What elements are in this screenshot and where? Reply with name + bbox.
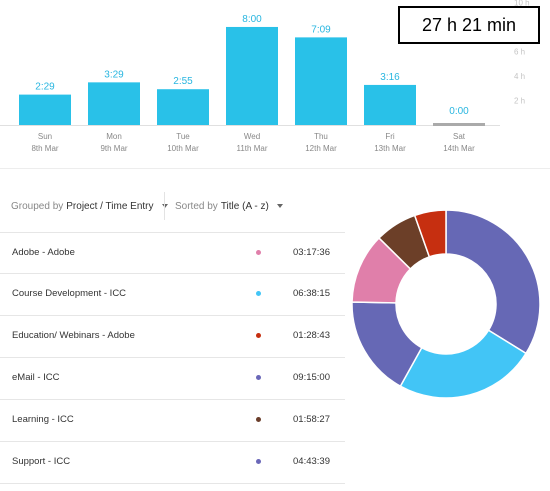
x-tick-date: 9th Mar xyxy=(100,144,127,153)
entry-title: Learning - ICC xyxy=(12,414,74,425)
group-by-prefix: Grouped by xyxy=(11,200,64,212)
entry-color-dot xyxy=(256,333,261,338)
x-tick-day: Sun xyxy=(38,132,52,141)
y-tick-label: 6 h xyxy=(514,47,525,56)
bar-value-label: 3:29 xyxy=(104,69,124,80)
entry-duration: 01:58:27 xyxy=(293,414,330,425)
bar xyxy=(157,89,209,125)
donut-slice[interactable] xyxy=(399,329,528,399)
bar-value-label: 3:16 xyxy=(380,72,400,83)
x-tick-date: 14th Mar xyxy=(443,144,475,153)
x-tick-date: 11th Mar xyxy=(237,144,268,153)
entry-title: Course Development - ICC xyxy=(12,288,127,299)
bar xyxy=(226,26,278,125)
x-tick-date: 8th Mar xyxy=(31,144,58,153)
entry-title: eMail - ICC xyxy=(12,372,60,383)
bar xyxy=(19,94,71,125)
list-item[interactable]: Support - ICC 04:43:39 xyxy=(0,442,345,484)
x-tick-day: Thu xyxy=(314,132,328,141)
x-tick-day: Wed xyxy=(244,132,260,141)
bar-value-label: 8:00 xyxy=(242,14,262,25)
entry-duration: 09:15:00 xyxy=(293,372,330,383)
section-divider xyxy=(0,168,550,169)
x-tick-day: Fri xyxy=(385,132,395,141)
time-entry-list: Adobe - Adobe 03:17:36 Course Developmen… xyxy=(0,232,345,484)
list-item[interactable]: Learning - ICC 01:58:27 xyxy=(0,400,345,442)
sort-by-prefix: Sorted by xyxy=(175,200,218,212)
entry-color-dot xyxy=(256,250,261,255)
bar-value-label: 0:00 xyxy=(449,106,469,117)
entry-title: Adobe - Adobe xyxy=(12,247,75,258)
bar-value-label: 7:09 xyxy=(311,24,331,35)
list-item[interactable]: eMail - ICC 09:15:00 xyxy=(0,358,345,400)
list-controls: Grouped by Project / Time Entry Sorted b… xyxy=(0,190,330,222)
entry-duration: 03:17:36 xyxy=(293,247,330,258)
entry-duration: 06:38:15 xyxy=(293,288,330,299)
list-item[interactable]: Adobe - Adobe 03:17:36 xyxy=(0,232,345,274)
entry-duration: 01:28:43 xyxy=(293,330,330,341)
donut-slice[interactable] xyxy=(445,209,541,355)
entry-color-dot xyxy=(256,291,261,296)
total-time-text: 27 h 21 min xyxy=(421,14,517,35)
entry-title: Support - ICC xyxy=(12,456,71,467)
entry-duration: 04:43:39 xyxy=(293,456,330,467)
y-tick-label: 2 h xyxy=(514,96,525,105)
x-tick-day: Mon xyxy=(106,132,122,141)
bar xyxy=(364,84,416,125)
list-item[interactable]: Education/ Webinars - Adobe 01:28:43 xyxy=(0,316,345,358)
entry-color-dot xyxy=(256,375,261,380)
list-item[interactable]: Course Development - ICC 06:38:15 xyxy=(0,274,345,316)
entry-color-dot xyxy=(256,417,261,422)
y-tick-label: 4 h xyxy=(514,72,525,81)
project-donut-chart xyxy=(350,208,542,400)
x-tick-day: Tue xyxy=(176,132,190,141)
donut-svg xyxy=(351,209,541,399)
sort-by-dropdown[interactable]: Sorted by Title (A - z) xyxy=(175,190,283,222)
bar-value-label: 2:55 xyxy=(173,76,193,87)
bar xyxy=(295,37,347,125)
x-tick-date: 13th Mar xyxy=(374,144,406,153)
group-by-value: Project / Time Entry xyxy=(66,200,154,212)
x-tick-day: Sat xyxy=(453,132,466,141)
y-tick-label: 10 h xyxy=(514,0,530,7)
bar-value-label: 2:29 xyxy=(35,82,55,93)
group-by-dropdown[interactable]: Grouped by Project / Time Entry xyxy=(11,190,168,222)
bar xyxy=(433,123,485,126)
bar xyxy=(88,82,140,125)
chevron-down-icon xyxy=(276,204,283,208)
controls-separator xyxy=(164,192,165,220)
entry-color-dot xyxy=(256,459,261,464)
sort-by-value: Title (A - z) xyxy=(220,200,269,212)
donut-slice[interactable] xyxy=(413,209,447,258)
entry-title: Education/ Webinars - Adobe xyxy=(12,330,135,341)
total-time-box: 27 h 21 min xyxy=(398,6,540,44)
x-tick-date: 10th Mar xyxy=(167,144,199,153)
x-tick-date: 12th Mar xyxy=(305,144,337,153)
